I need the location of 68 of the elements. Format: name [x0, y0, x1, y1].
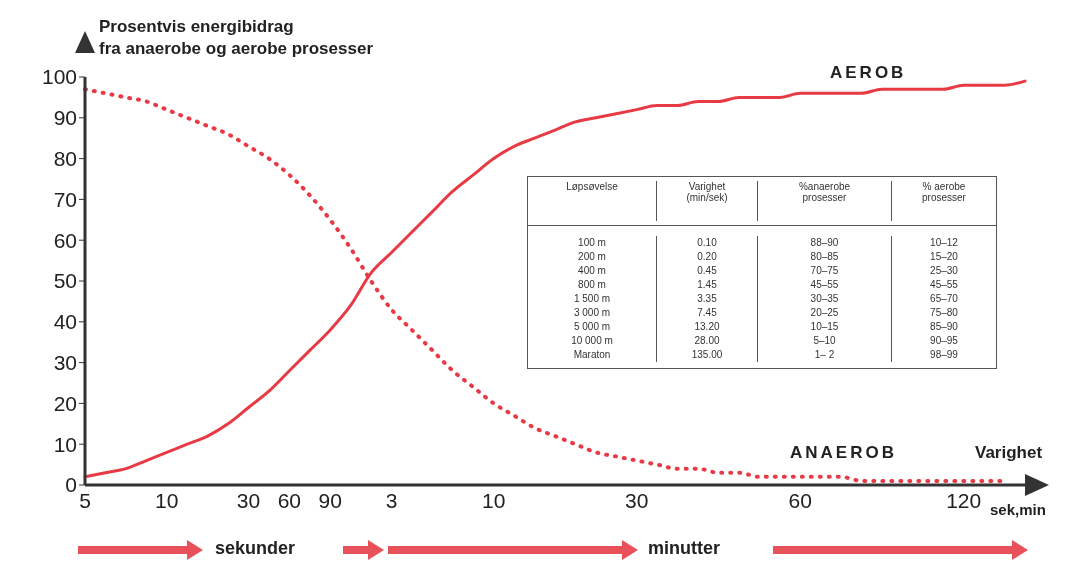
text: 3.35 [697, 293, 717, 304]
text: 28.00 [694, 335, 720, 346]
text: 10–15 [810, 321, 839, 332]
series-label: AEROB [830, 63, 907, 84]
text: 90–95 [930, 335, 958, 346]
category-label: Varighet (min/sek) [685, 181, 729, 203]
text: 1 500 m [573, 293, 611, 304]
x-tick-label: 90 [318, 488, 342, 512]
y-tick-label: 20 [53, 391, 77, 415]
x-tick-label: 5 [79, 488, 91, 512]
text: 10–12 [930, 237, 958, 248]
text: 0.20 [697, 251, 717, 262]
text: 10 000 m [571, 335, 613, 346]
text: 5 000 m [573, 321, 611, 332]
text: 88–90 [810, 237, 839, 248]
y-tick-label: 70 [53, 187, 77, 211]
text: 400 m [578, 265, 606, 276]
text: 45–55 [930, 279, 958, 290]
x-tick-label: 30 [236, 488, 261, 512]
y-tick-label: 80 [53, 147, 77, 171]
text: 98–99 [930, 349, 958, 360]
y-tick-label: 40 [53, 310, 77, 334]
x-tick-label: 10 [482, 488, 506, 512]
y-tick-label: 10 [53, 432, 77, 456]
x-tick-label: 10 [155, 488, 179, 512]
text: minutter [648, 538, 720, 559]
text: 100 m [578, 237, 606, 248]
category-label: % aerobe prosesser [921, 181, 967, 203]
text: 85–90 [930, 321, 958, 332]
text: 80–85 [810, 251, 839, 262]
text: 0.10 [697, 237, 717, 248]
x-tick-label: 60 [277, 488, 302, 512]
text: 1.45 [697, 279, 717, 290]
text: 45–55 [810, 279, 839, 290]
category-label: Løpsøvelse [565, 181, 619, 192]
x-axis-title: Varighet [975, 443, 1043, 463]
text: 3 000 m [573, 307, 611, 318]
text: 25–30 [930, 265, 958, 276]
text: 70–75 [810, 265, 839, 276]
text: sek,min [990, 501, 1046, 518]
text: Maraton [573, 349, 611, 360]
x-tick-label: 30 [625, 488, 649, 512]
text: 30–35 [810, 293, 839, 304]
text: 7.45 [697, 307, 717, 318]
text: sekunder [215, 538, 296, 559]
text: 13.20 [694, 321, 720, 332]
y-tick-label: 90 [53, 106, 77, 130]
y-tick-label: 0 [65, 473, 77, 497]
y-tick-label: 60 [53, 228, 77, 252]
text: 1– 2 [814, 349, 835, 360]
y-tick-label: 30 [53, 351, 77, 375]
x-tick-label: 3 [385, 488, 398, 512]
text: 65–70 [930, 293, 958, 304]
text: 75–80 [930, 307, 958, 318]
x-tick-label: 60 [788, 488, 812, 512]
category-label: %anaerobe prosesser [797, 181, 852, 203]
text: 20–25 [810, 307, 839, 318]
y-axis-title: Prosentvis energibidrag fra anaerobe og aerobe prosesser [99, 16, 374, 60]
text: 135.00 [691, 349, 723, 360]
text: 15–20 [930, 251, 958, 262]
y-tick-label: 100 [41, 65, 77, 89]
text: 5–10 [813, 335, 836, 346]
y-tick-label: 50 [53, 269, 77, 293]
text: 0.45 [697, 265, 717, 276]
x-tick-label: 120 [946, 488, 982, 512]
text: 800 m [578, 279, 606, 290]
series-label: ANAEROB [790, 442, 897, 463]
text: 200 m [578, 251, 606, 262]
